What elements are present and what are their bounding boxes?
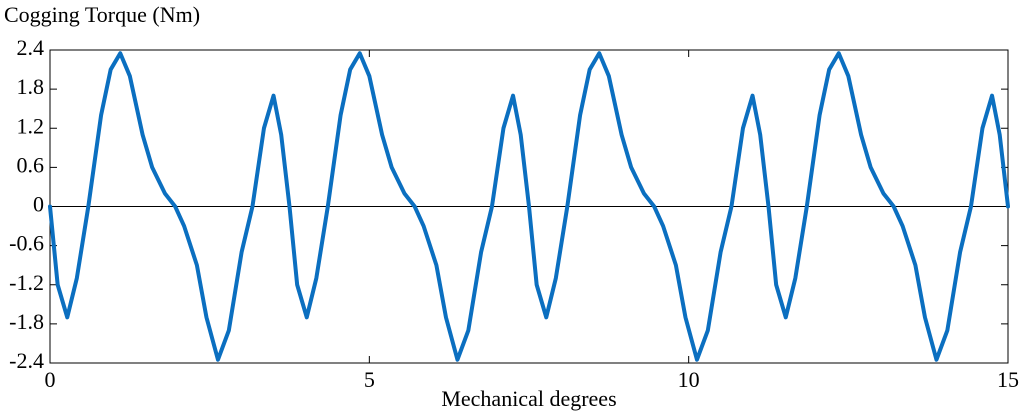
x-tick-label: 10 [678,367,700,392]
y-tick-label: -2.4 [9,348,44,373]
y-tick-label: -0.6 [9,231,44,256]
y-tick-label: 2.4 [17,35,45,60]
y-tick-label: -1.8 [9,309,44,334]
x-axis-label: Mechanical degrees [441,386,616,411]
y-tick-label: 1.2 [17,113,45,138]
x-tick-label: 15 [997,367,1019,392]
data-line [48,51,1010,362]
x-tick-label: 5 [364,367,375,392]
x-tick-label: 0 [45,367,56,392]
y-tick-label: 0 [33,192,44,217]
y-tick-label: 0.6 [17,152,45,177]
chart-title: Cogging Torque (Nm) [4,2,200,27]
y-tick-label: -1.2 [9,270,44,295]
y-tick-label: 1.8 [17,74,45,99]
